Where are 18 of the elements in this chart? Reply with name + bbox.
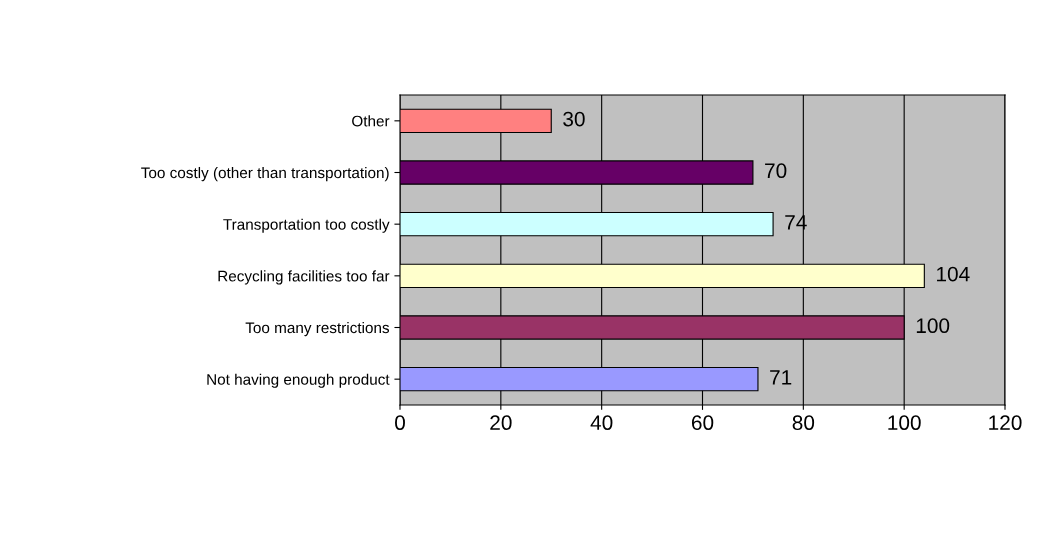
x-tick-label: 100 bbox=[888, 415, 921, 431]
y-tick-label: Too costly (other than transportation) bbox=[141, 166, 389, 182]
y-tick-label: Recycling facilities too far bbox=[218, 270, 390, 285]
data-label: 104 bbox=[937, 266, 970, 282]
x-tick-label: 40 bbox=[590, 415, 613, 431]
y-tick-label: Transportation too costly bbox=[223, 218, 390, 233]
x-tick-label: 80 bbox=[792, 415, 815, 431]
y-tick-label: Not having enough product bbox=[207, 373, 390, 388]
data-label: 100 bbox=[916, 318, 950, 334]
y-tick-label: Too many restrictions bbox=[245, 321, 390, 337]
x-tick-label: 20 bbox=[490, 415, 512, 431]
data-label: 70 bbox=[765, 163, 787, 179]
data-label: 30 bbox=[563, 111, 585, 127]
y-tick-label: Other bbox=[352, 115, 390, 127]
x-tick-label: 120 bbox=[989, 415, 1022, 431]
data-label: 71 bbox=[770, 370, 792, 385]
x-tick-label: 0 bbox=[395, 415, 405, 431]
x-tick-label: 60 bbox=[691, 415, 714, 431]
